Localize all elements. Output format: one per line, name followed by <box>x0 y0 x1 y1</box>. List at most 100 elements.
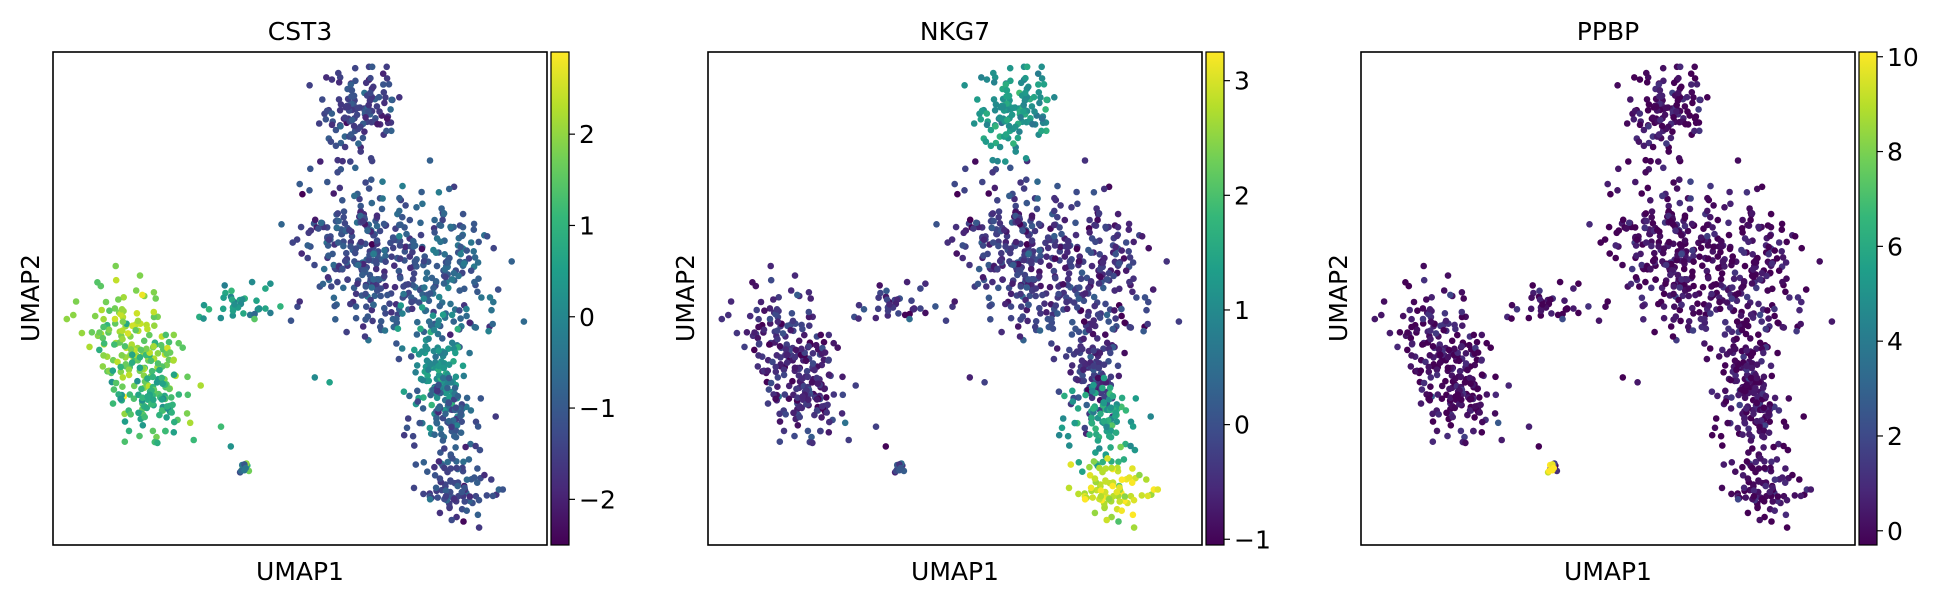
data-point <box>1707 182 1714 190</box>
data-point <box>1672 313 1680 320</box>
data-point <box>343 249 350 257</box>
data-point <box>825 429 833 436</box>
data-point <box>825 331 833 339</box>
data-point <box>445 284 452 292</box>
data-point <box>1655 300 1662 308</box>
data-point <box>1529 282 1536 289</box>
data-point <box>1705 274 1712 282</box>
data-point <box>1778 220 1786 228</box>
data-point <box>1120 456 1128 463</box>
data-point <box>169 401 176 409</box>
data-point <box>1528 294 1535 301</box>
colorbar-tick-label: 4 <box>1887 327 1903 356</box>
data-point <box>1023 63 1031 71</box>
data-point <box>396 94 403 101</box>
data-point <box>1702 325 1710 333</box>
data-point <box>962 165 969 173</box>
data-point <box>267 309 274 317</box>
data-point <box>409 432 417 440</box>
data-point <box>1743 458 1751 465</box>
data-point <box>163 403 171 410</box>
data-point <box>1019 227 1026 234</box>
data-point <box>383 75 391 82</box>
data-point <box>1755 478 1763 485</box>
data-point <box>1737 312 1745 320</box>
data-point <box>1394 343 1401 351</box>
data-point <box>1065 238 1072 245</box>
data-point <box>1006 192 1013 200</box>
data-point <box>1380 298 1388 305</box>
data-point <box>471 254 479 261</box>
data-point <box>1745 238 1752 246</box>
data-point <box>441 266 449 273</box>
data-point <box>440 280 448 287</box>
data-point <box>416 419 424 427</box>
data-point <box>1718 270 1726 277</box>
data-point <box>373 237 381 244</box>
data-point <box>435 381 442 389</box>
data-point <box>447 300 454 308</box>
data-point <box>457 409 465 417</box>
data-point <box>1020 108 1027 115</box>
data-point <box>1623 225 1630 232</box>
data-point <box>1716 305 1724 313</box>
data-point <box>1037 94 1044 101</box>
data-point <box>989 169 996 176</box>
data-point <box>1017 79 1025 87</box>
data-point <box>1043 127 1050 135</box>
data-point <box>1691 75 1699 82</box>
data-point <box>143 404 151 412</box>
data-point <box>460 458 467 466</box>
data-point <box>324 178 331 186</box>
data-point <box>1660 290 1668 298</box>
data-point <box>1752 458 1759 466</box>
data-point <box>1688 81 1695 88</box>
data-point <box>1090 189 1098 196</box>
data-point <box>1690 94 1697 101</box>
data-point <box>1739 229 1746 236</box>
data-point <box>1458 308 1466 316</box>
data-point <box>1129 423 1137 430</box>
data-point <box>304 242 311 249</box>
data-point <box>109 367 117 375</box>
data-point <box>802 357 810 365</box>
data-point <box>985 261 992 269</box>
data-point <box>1721 204 1728 211</box>
data-point <box>1733 335 1740 343</box>
data-point <box>1704 242 1712 249</box>
data-point <box>770 296 777 303</box>
data-point <box>780 366 788 374</box>
data-point <box>787 287 795 294</box>
data-point <box>467 239 475 246</box>
data-point <box>1426 306 1434 313</box>
data-point <box>362 179 369 186</box>
data-point <box>875 294 882 301</box>
data-point <box>1444 354 1452 361</box>
data-point <box>156 411 163 419</box>
data-point <box>425 318 433 325</box>
data-point <box>328 283 335 290</box>
data-point <box>399 213 406 221</box>
data-point <box>363 303 370 310</box>
data-point <box>1678 276 1685 283</box>
data-point <box>1724 419 1731 427</box>
data-point <box>1508 315 1515 322</box>
data-point <box>435 458 443 465</box>
data-point <box>791 272 799 279</box>
data-point <box>133 310 141 317</box>
data-point <box>425 335 432 343</box>
data-point <box>407 264 414 272</box>
data-point <box>163 414 170 421</box>
data-point <box>1478 371 1486 379</box>
data-point <box>995 242 1002 250</box>
data-point <box>200 301 208 309</box>
data-point <box>1010 140 1017 147</box>
data-point <box>783 351 791 359</box>
data-point <box>1695 106 1702 113</box>
data-point <box>817 427 824 435</box>
data-point <box>1651 328 1658 336</box>
data-point <box>1452 325 1459 333</box>
data-point <box>803 367 811 375</box>
data-point <box>382 310 389 317</box>
data-point <box>315 225 322 232</box>
